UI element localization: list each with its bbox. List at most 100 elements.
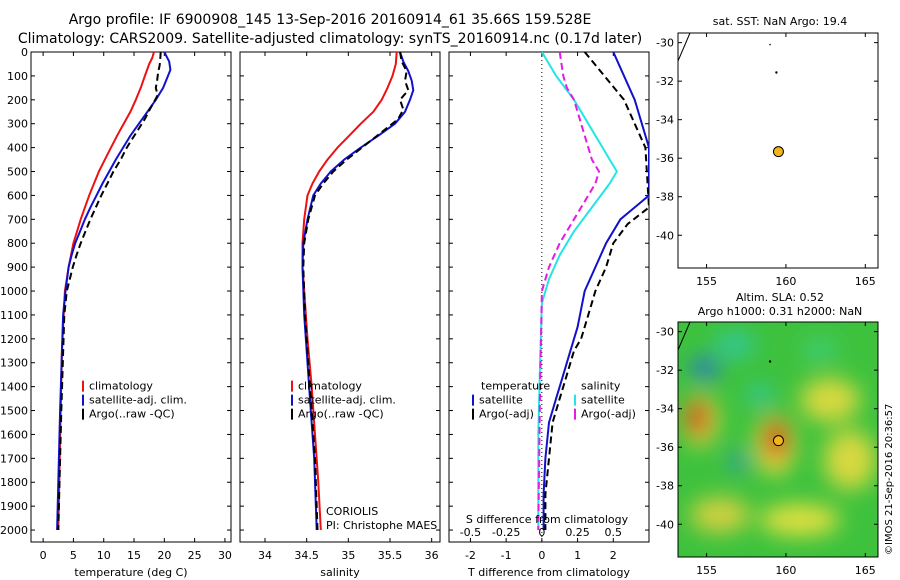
depth-tick-label: 600 xyxy=(7,189,28,202)
sst-map-float-marker xyxy=(772,146,784,158)
diff-s-tick-label: 0.5 xyxy=(605,526,623,539)
depth-tick-label: 700 xyxy=(7,213,28,226)
alt-map-lat-label: -38 xyxy=(656,480,674,493)
depth-tick-label: 1100 xyxy=(0,309,28,322)
temp-xtick-label: 30 xyxy=(218,549,232,562)
depth-tick-label: 1500 xyxy=(0,405,28,418)
depth-tick-label: 1400 xyxy=(0,381,28,394)
sal-xtick-label: 34.5 xyxy=(294,549,319,562)
depth-tick-label: 100 xyxy=(7,70,28,83)
diff-xlabel-top: S difference from climatology xyxy=(466,513,629,526)
altimetry-title-1: Altim. SLA: 0.52 xyxy=(736,291,824,304)
temp-xtick-label: 5 xyxy=(70,549,77,562)
alt-map-lon-label: 165 xyxy=(855,564,876,577)
diff-xtick-label: 0 xyxy=(538,549,545,562)
coastline-1 xyxy=(677,321,691,351)
depth-tick-label: 500 xyxy=(7,166,28,179)
sst-map-lat-label: -40 xyxy=(656,229,674,242)
altimetry-title-2: Argo h1000: 0.31 h2000: NaN xyxy=(698,305,863,318)
institution-label: CORIOLIS xyxy=(326,505,378,518)
legend-s-satellite: satellite xyxy=(581,394,625,407)
sst-map-lon-label: 165 xyxy=(855,275,876,288)
sal-legend-satellite: satellite-adj. clim. xyxy=(298,394,396,407)
legend-t-argo: Argo(-adj) xyxy=(479,408,534,421)
temp-satellite-line xyxy=(56,52,172,531)
diff-s-tick-label: 0 xyxy=(538,526,545,539)
diff-xtick-label: -2 xyxy=(465,549,476,562)
sal-legend-argo: Argo(..raw -QC) xyxy=(298,408,384,421)
alt-map-lat-label: -30 xyxy=(656,326,674,339)
figure-title-line-1: Argo profile: IF 6900908_145 13-Sep-2016… xyxy=(68,12,592,28)
altimetry-heatmap xyxy=(678,322,878,557)
sst-map-lon-label: 155 xyxy=(696,275,717,288)
temp-xtick-label: 0 xyxy=(40,549,47,562)
depth-tick-label: 1200 xyxy=(0,333,28,346)
depth-tick-label: 2000 xyxy=(0,524,28,537)
depth-tick-label: 1000 xyxy=(0,285,28,298)
coastline-0 xyxy=(677,32,691,62)
diff-s-tick-label: -0.5 xyxy=(460,526,481,539)
diff-xlabel: T difference from climatology xyxy=(467,566,630,579)
alt-map-lat-label: -34 xyxy=(656,403,674,416)
depth-tick-label: 1800 xyxy=(0,476,28,489)
sst-map-lat-label: -30 xyxy=(656,37,674,50)
sst-map-lon-label: 160 xyxy=(775,275,796,288)
sal-satellite-line xyxy=(301,52,415,531)
depth-tick-label: 1600 xyxy=(0,428,28,441)
alt-map-lat-label: -32 xyxy=(656,364,674,377)
imos-credit: ©IMOS 21-Sep-2016 20:36:57 xyxy=(884,404,895,555)
depth-tick-label: 1700 xyxy=(0,452,28,465)
diff-s-tick-label: -0.25 xyxy=(492,526,520,539)
sal-xlabel: salinity xyxy=(320,566,360,579)
figure-title-line-2: Climatology: CARS2009. Satellite-adjuste… xyxy=(17,31,643,47)
sal-xtick-label: 34 xyxy=(258,549,272,562)
sal-climatology-line xyxy=(301,52,398,531)
legend-salinity-title: salinity xyxy=(581,380,621,393)
diff-xtick-label: 1 xyxy=(574,549,581,562)
sal-xtick-label: 35.5 xyxy=(378,549,403,562)
depth-tick-label: 1300 xyxy=(0,357,28,370)
pi-label: PI: Christophe MAES xyxy=(326,519,437,532)
temp-xlabel: temperature (deg C) xyxy=(74,566,187,579)
alt-map-lon-label: 160 xyxy=(775,564,796,577)
legend-s-argo: Argo(-adj) xyxy=(581,408,636,421)
sst-map-lat-label: -38 xyxy=(656,191,674,204)
legend-t-satellite: satellite xyxy=(479,394,523,407)
depth-tick-label: 900 xyxy=(7,261,28,274)
sst-map-lat-label: -32 xyxy=(656,75,674,88)
temp-legend-satellite: satellite-adj. clim. xyxy=(89,394,187,407)
depth-tick-label: 400 xyxy=(7,142,28,155)
sal-argo-line xyxy=(302,52,410,531)
temp-legend-argo: Argo(..raw -QC) xyxy=(89,408,175,421)
alt-map-float-marker xyxy=(772,435,784,447)
diff-temperature-argo-line xyxy=(544,52,649,530)
sst-map-title: sat. SST: NaN Argo: 19.4 xyxy=(713,15,847,28)
legend-temperature-title: temperature xyxy=(481,380,550,393)
diff-salinity-argo-line xyxy=(537,52,600,531)
alt-map-lon-label: 155 xyxy=(696,564,717,577)
sst-map-lat-label: -36 xyxy=(656,152,674,165)
diff-axes-frame xyxy=(448,51,650,543)
diff-temperature-satellite-line xyxy=(542,52,649,530)
temp-xtick-label: 20 xyxy=(157,549,171,562)
sst-map-frame xyxy=(677,32,879,269)
diff-s-tick-label: 0.25 xyxy=(565,526,590,539)
diff-xtick-label: -1 xyxy=(501,549,512,562)
temp-xtick-label: 10 xyxy=(97,549,111,562)
island-dot xyxy=(768,360,772,363)
alt-map-frame xyxy=(677,321,879,558)
temp-xtick-label: 15 xyxy=(127,549,141,562)
depth-tick-label: 0 xyxy=(21,46,28,59)
sal-xtick-label: 35 xyxy=(341,549,355,562)
depth-tick-label: 1900 xyxy=(0,500,28,513)
temp-argo-line xyxy=(57,52,162,531)
sal-axes-frame xyxy=(239,51,441,543)
depth-tick-label: 300 xyxy=(7,118,28,131)
sst-map-lat-label: -34 xyxy=(656,114,674,127)
sal-legend-climatology: climatology xyxy=(298,380,362,393)
sal-xtick-label: 36 xyxy=(425,549,439,562)
diff-xtick-label: 2 xyxy=(610,549,617,562)
island-dot xyxy=(775,71,778,74)
depth-tick-label: 200 xyxy=(7,94,28,107)
